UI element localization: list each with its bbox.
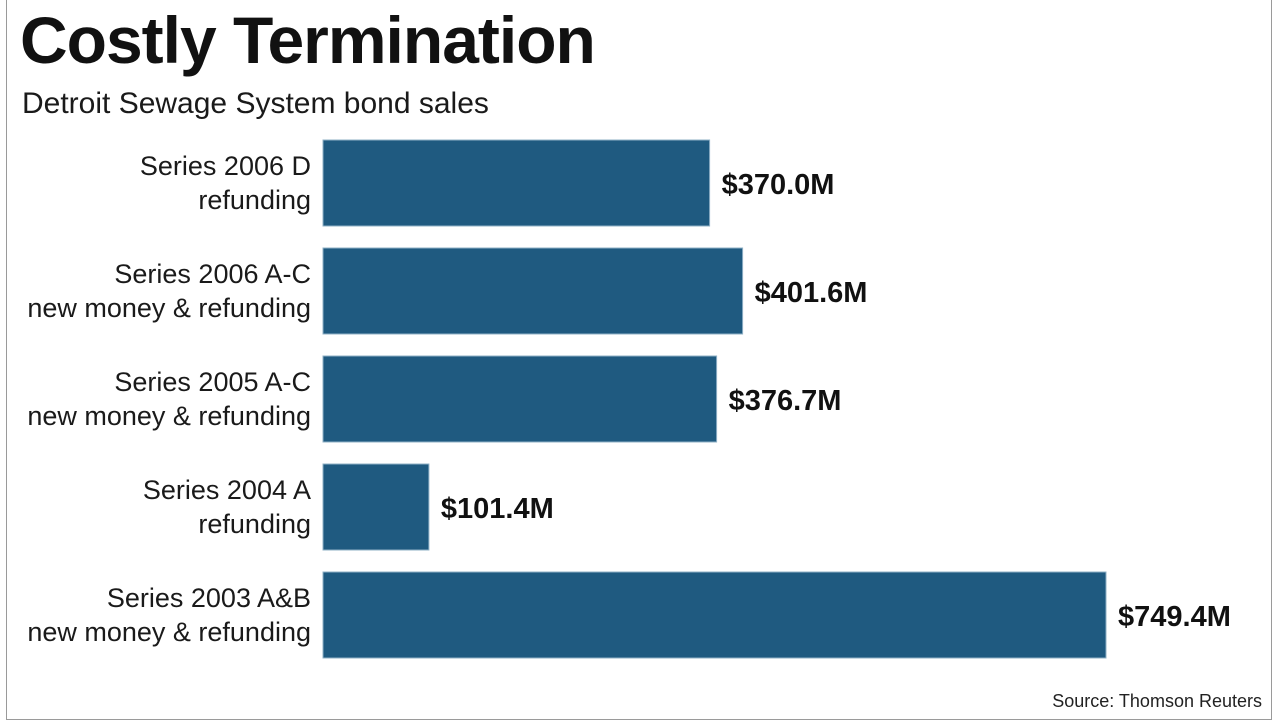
- value-label-1: $401.6M: [755, 277, 868, 309]
- bar-0: [322, 139, 711, 227]
- bar-1: [322, 247, 744, 335]
- bar-3: [322, 463, 430, 551]
- value-label-2: $376.7M: [729, 385, 842, 417]
- value-label-3: $101.4M: [441, 493, 554, 525]
- category-label-4: Series 2003 A&B new money & refunding: [27, 583, 311, 647]
- bar-4: [322, 571, 1107, 659]
- bar-2: [322, 355, 718, 443]
- chart-title: Costly Termination: [20, 3, 596, 77]
- category-label-1: Series 2006 A-C new money & refunding: [27, 259, 311, 323]
- category-label-2: Series 2005 A-C new money & refunding: [27, 367, 311, 431]
- chart-subtitle: Detroit Sewage System bond sales: [22, 87, 489, 120]
- value-label-4: $749.4M: [1118, 601, 1231, 633]
- value-label-0: $370.0M: [722, 169, 835, 201]
- source-note: Source: Thomson Reuters: [1052, 691, 1262, 711]
